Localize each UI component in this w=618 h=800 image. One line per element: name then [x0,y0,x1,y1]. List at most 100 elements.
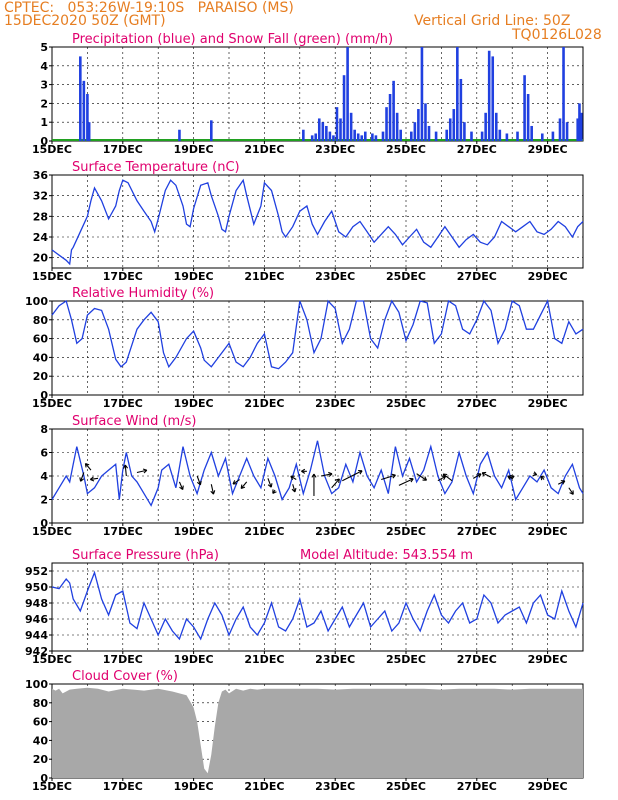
wind-arrowhead [290,475,295,481]
precip-bar [395,112,399,141]
y-tick-label: 32 [33,190,48,203]
x-tick-label: 21DEC [244,143,284,156]
precip-bar [410,131,413,141]
x-tick-label: 15DEC [32,653,72,666]
x-tick-label: 19DEC [174,780,214,793]
y-tick-label: 80 [33,314,49,327]
wind-arrowhead [210,490,216,495]
panel-frame [51,300,584,396]
y-tick-label: 100 [25,295,48,308]
panel-subtitle: Model Altitude: 543.554 m [300,548,473,563]
y-tick-label: 60 [33,333,49,346]
wind-vector [210,484,215,495]
wind-vector [267,478,272,488]
x-tick-label: 19DEC [174,143,214,156]
x-tick-label: 23DEC [315,780,355,793]
x-tick-label: 27DEC [457,270,497,283]
y-tick-label: 20 [33,252,49,265]
precip-bar [325,125,328,141]
y-tick-label: 20 [33,753,49,766]
y-tick-label: 942 [25,645,48,658]
wind-arrowhead [267,483,273,488]
precip-bar [356,133,360,141]
y-tick-label: 0 [40,772,48,785]
wind-vector [342,470,363,482]
wind-vector [85,463,92,471]
x-tick-label: 21DEC [244,270,284,283]
wind-vector [240,481,248,489]
precip-bar [363,131,367,141]
wind-arrowhead [409,477,414,483]
x-tick-label: 15DEC [32,397,72,410]
precip-bar [480,131,484,141]
precip-bar [491,56,495,141]
precip-bar [562,47,565,141]
x-tick-label: 15DEC [32,525,72,538]
precip-bar [86,94,89,141]
wind-arrowhead [232,480,238,485]
x-tick-label: 29DEC [528,653,568,666]
x-tick-label: 29DEC [528,525,568,538]
y-tick-label: 6 [40,447,48,460]
x-tick-label: 23DEC [315,270,355,283]
y-tick-label: 36 [33,169,49,182]
x-tick-label: 23DEC [315,653,355,666]
precip-bar [530,125,533,141]
precip-bar [540,133,544,141]
precip-bar [302,129,305,141]
wind-arrowhead [142,468,148,474]
x-tick-label: 17DEC [103,525,143,538]
precip-bar [579,112,583,141]
precip-bar [82,80,86,141]
wind-vector [196,475,201,485]
precip-bar [388,94,392,141]
precip-bar [79,56,82,141]
x-tick-label: 27DEC [457,143,497,156]
x-tick-label: 21DEC [244,397,284,410]
y-tick-label: 24 [33,231,49,244]
y-tick-label: 40 [33,734,49,747]
precip-bar [420,47,424,141]
x-tick-label: 25DEC [386,270,426,283]
y-tick-label: 80 [33,697,49,710]
precip-bar [487,50,491,142]
x-tick-label: 25DEC [386,397,426,410]
cloud-cover-area [52,687,583,778]
y-tick-label: 948 [25,597,48,610]
x-tick-label: 29DEC [528,780,568,793]
model-code: TQ0126L028 [512,27,602,43]
x-tick-label: 17DEC [103,270,143,283]
x-tick-label: 15DEC [32,143,72,156]
x-tick-label: 23DEC [315,397,355,410]
y-tick-label: 4 [40,60,48,73]
y-tick-label: 28 [33,210,48,223]
x-tick-label: 27DEC [457,780,497,793]
panel-frame [51,562,584,652]
panel-title: Cloud Cover (%) [72,669,178,684]
x-tick-label: 19DEC [174,397,214,410]
wind-vector [178,481,184,490]
precip-bar [526,94,530,141]
wind-arrowhead [358,469,363,475]
precip-bar [178,129,181,141]
x-tick-label: 27DEC [457,525,497,538]
panel-title: Surface Wind (m/s) [72,414,196,429]
x-tick-label: 21DEC [244,653,284,666]
wind-vector [232,479,240,485]
wind-arrowhead [179,485,184,491]
panel-title: Surface Temperature (nC) [72,160,240,175]
y-tick-label: 5 [40,41,48,54]
panel-title: Relative Humidity (%) [72,286,214,301]
precip-bar [374,135,378,141]
precip-bar [459,78,463,141]
precip-bar [452,109,456,141]
y-tick-label: 8 [40,423,48,436]
precip-bar [498,129,502,141]
y-tick-label: 3 [40,79,48,92]
y-tick-label: 60 [33,716,49,729]
wind-arrowhead [560,480,566,485]
series-line [51,440,584,507]
x-tick-label: 15DEC [32,780,72,793]
precip-bar [470,131,473,141]
wind-vector [442,473,453,482]
